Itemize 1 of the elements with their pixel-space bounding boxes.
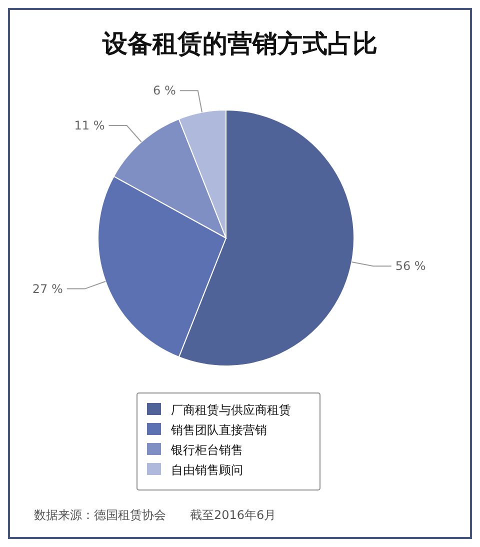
title: 设备租赁的营销方式占比 [102, 29, 378, 58]
